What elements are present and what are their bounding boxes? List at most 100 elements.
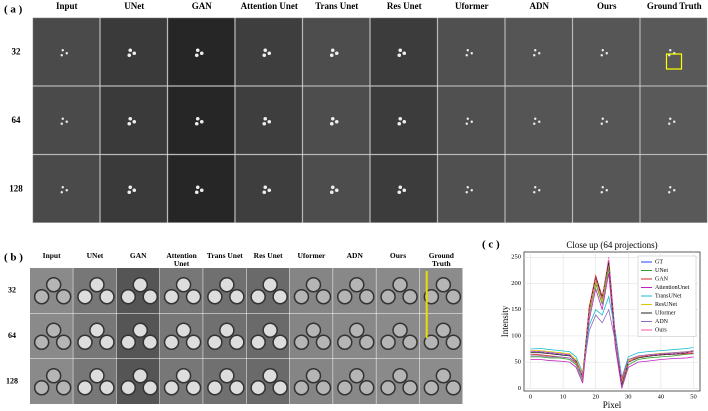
blob bbox=[175, 322, 192, 338]
image-cell bbox=[572, 17, 640, 86]
point-source bbox=[673, 189, 676, 192]
x-axis-label: Pixel bbox=[603, 400, 622, 410]
point-source bbox=[60, 54, 63, 57]
point-source bbox=[262, 121, 267, 126]
point-source bbox=[600, 122, 603, 125]
series-line bbox=[530, 263, 694, 383]
point-source bbox=[398, 185, 403, 190]
point-source bbox=[128, 48, 133, 53]
image-cell bbox=[32, 86, 100, 155]
blob bbox=[250, 289, 266, 305]
x-tick-label: 0 bbox=[529, 393, 532, 400]
point-source bbox=[334, 188, 339, 193]
column-header: ADN bbox=[529, 1, 550, 11]
column-header: GAN bbox=[129, 251, 147, 260]
image-cell bbox=[572, 86, 640, 155]
point-source bbox=[605, 120, 608, 123]
blob bbox=[45, 322, 62, 338]
blob bbox=[392, 322, 408, 338]
blob bbox=[99, 289, 115, 305]
point-source bbox=[329, 190, 334, 195]
point-source bbox=[61, 186, 64, 189]
point-source bbox=[397, 190, 402, 195]
blob bbox=[163, 289, 180, 305]
image-cell bbox=[32, 154, 100, 223]
column-header: Ours bbox=[389, 251, 407, 260]
x-tick-label: 40 bbox=[658, 393, 665, 400]
blob bbox=[392, 368, 408, 384]
point-source bbox=[538, 52, 541, 55]
series-line bbox=[530, 267, 694, 386]
point-source bbox=[397, 53, 402, 58]
legend-label: Uformer bbox=[655, 309, 676, 316]
y-tick-label: 100 bbox=[511, 332, 521, 339]
blob bbox=[423, 380, 440, 396]
series-line bbox=[530, 257, 694, 384]
image-cell bbox=[505, 154, 573, 223]
point-source bbox=[128, 185, 133, 190]
point-source bbox=[60, 122, 63, 125]
blob bbox=[142, 334, 158, 350]
blob bbox=[77, 380, 93, 396]
point-source bbox=[669, 117, 672, 120]
blob bbox=[120, 334, 136, 350]
point-source bbox=[334, 51, 339, 56]
point-source bbox=[65, 52, 68, 55]
column-header: Attention Unet bbox=[240, 1, 298, 11]
blob bbox=[229, 334, 245, 350]
column-header: Uformer bbox=[297, 251, 326, 260]
blob bbox=[99, 334, 115, 350]
point-source bbox=[669, 186, 672, 189]
column-header: UNet bbox=[124, 1, 145, 11]
blob bbox=[402, 289, 418, 305]
blob bbox=[435, 368, 452, 384]
blob bbox=[435, 277, 452, 293]
point-source bbox=[465, 54, 468, 57]
column-header: Attention Unet bbox=[166, 251, 197, 268]
legend-label: AttentionUnet bbox=[655, 285, 690, 291]
point-source bbox=[601, 117, 604, 120]
series-line bbox=[530, 272, 694, 389]
blob bbox=[305, 322, 322, 338]
point-source bbox=[470, 189, 473, 192]
y-tick-label: 50 bbox=[515, 359, 522, 366]
blob bbox=[185, 380, 202, 396]
point-source bbox=[601, 186, 604, 189]
column-header: GAN bbox=[191, 1, 212, 11]
point-source bbox=[329, 121, 334, 126]
blob bbox=[402, 334, 418, 350]
column-header: ADN bbox=[346, 251, 363, 260]
y-tick-label: 150 bbox=[511, 306, 521, 313]
point-source bbox=[330, 116, 335, 121]
blob bbox=[120, 289, 136, 305]
image-cell bbox=[32, 17, 100, 86]
blob bbox=[55, 289, 72, 305]
blob bbox=[445, 380, 462, 396]
point-source bbox=[329, 53, 334, 58]
x-tick-label: 20 bbox=[592, 393, 599, 400]
legend-label: UNet bbox=[655, 268, 668, 274]
blob bbox=[219, 368, 235, 384]
image-cell bbox=[640, 86, 708, 155]
legend-label: ADN bbox=[655, 319, 669, 325]
blob bbox=[45, 368, 62, 384]
blob bbox=[229, 380, 245, 396]
blob bbox=[33, 380, 50, 396]
image-cell bbox=[640, 17, 708, 86]
blob bbox=[142, 380, 158, 396]
blob bbox=[55, 334, 72, 350]
blob bbox=[120, 380, 136, 396]
point-source bbox=[195, 48, 200, 53]
column-header: Ground Truth bbox=[646, 1, 702, 11]
blob bbox=[132, 368, 148, 384]
point-source bbox=[470, 120, 473, 123]
blob bbox=[337, 334, 353, 350]
point-source bbox=[199, 51, 204, 56]
blob bbox=[272, 380, 288, 396]
image-cell bbox=[572, 154, 640, 223]
panel-label: ( a ) bbox=[4, 4, 23, 16]
blob bbox=[293, 380, 310, 396]
point-source bbox=[668, 54, 671, 57]
point-source bbox=[466, 49, 469, 52]
blob bbox=[359, 289, 375, 305]
